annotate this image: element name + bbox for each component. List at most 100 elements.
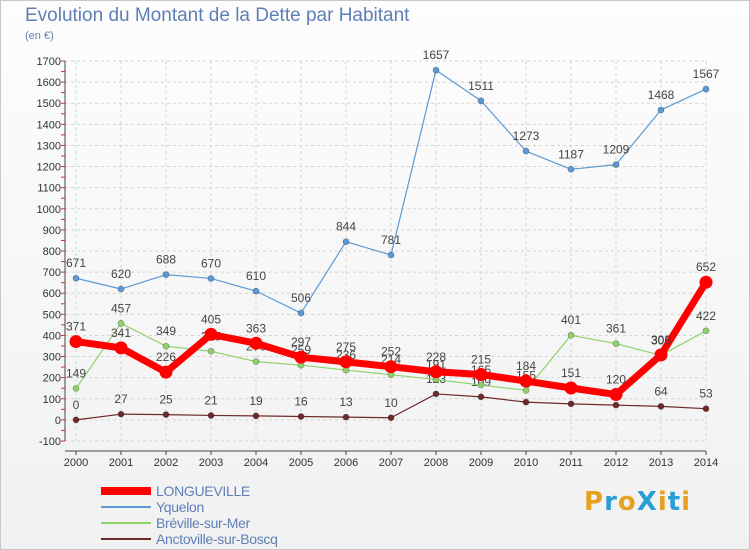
data-point [297, 309, 305, 317]
y-tick-label: 1100 [37, 183, 61, 195]
legend-label: Bréville-sur-Mer [156, 515, 250, 531]
data-point [702, 405, 710, 413]
data-point [429, 365, 443, 379]
x-tick-label: 2007 [379, 457, 403, 469]
data-label: 1511 [468, 79, 494, 93]
y-tick-label: 0 [55, 415, 61, 427]
data-label: 405 [201, 312, 221, 326]
y-tick-label: 400 [43, 330, 61, 342]
data-point [294, 350, 308, 364]
data-label: 341 [111, 326, 131, 340]
data-label: 53 [699, 387, 713, 401]
data-label: 0 [73, 398, 80, 412]
data-point [384, 360, 398, 374]
data-point [159, 365, 173, 379]
legend-swatch [101, 487, 151, 495]
data-point [72, 385, 80, 392]
chart-title: Evolution du Montant de la Dette par Hab… [25, 5, 410, 26]
legend: LONGUEVILLE Yquelon Bréville-sur-Mer Anctov… [101, 483, 361, 547]
data-point [612, 161, 620, 169]
logo-letter: i [681, 487, 692, 517]
data-point [117, 285, 125, 293]
series-line [75, 69, 707, 314]
data-point [612, 401, 620, 409]
logo-letter: X [636, 487, 658, 517]
x-tick-label: 2014 [694, 457, 718, 469]
data-label: 21 [204, 393, 218, 407]
y-tick-label: 1700 [37, 56, 61, 68]
y-tick-label: 1000 [37, 204, 61, 216]
data-point [162, 271, 170, 278]
data-label: 371 [66, 320, 86, 334]
chart-subtitle: (en €) [25, 30, 54, 42]
data-point [702, 327, 710, 335]
data-label: 1187 [558, 147, 584, 161]
data-label: 671 [66, 256, 86, 270]
y-tick-label: 900 [43, 225, 61, 237]
data-point [657, 403, 665, 410]
x-tick-label: 2013 [649, 457, 673, 469]
data-point [252, 287, 260, 295]
data-label: 361 [606, 322, 626, 336]
logo-letter: i [657, 487, 668, 517]
y-tick-label: 1600 [37, 77, 61, 89]
y-tick-label: 300 [43, 352, 61, 364]
data-label: 149 [66, 366, 86, 380]
data-label: 10 [384, 396, 398, 410]
x-tick-label: 2003 [199, 457, 223, 469]
data-label: 620 [111, 267, 131, 281]
legend-item: Bréville-sur-Mer [101, 515, 361, 531]
data-point [207, 275, 215, 282]
data-label: 1273 [513, 129, 540, 143]
data-point [342, 413, 350, 421]
x-tick-label: 2004 [244, 457, 268, 469]
x-tick-label: 2008 [424, 457, 448, 469]
data-label: 349 [156, 324, 176, 338]
logo-letter: t [667, 487, 682, 517]
y-tick-label: 1300 [37, 140, 61, 152]
data-label: 1209 [603, 143, 630, 157]
data-point [567, 400, 575, 408]
x-tick-label: 2001 [109, 457, 133, 469]
legend-swatch [101, 506, 151, 508]
data-label: 64 [654, 384, 668, 398]
data-label: 1468 [648, 88, 675, 102]
y-tick-label: 100 [43, 394, 61, 406]
data-point [609, 388, 623, 402]
y-tick-label: 700 [43, 267, 61, 279]
data-point [72, 416, 80, 424]
data-point [249, 336, 263, 350]
data-point [567, 165, 575, 173]
y-tick-label: 800 [43, 246, 61, 258]
y-tick-label: 200 [43, 373, 61, 385]
data-label: 226 [156, 350, 176, 364]
legend-label: LONGUEVILLE [156, 483, 250, 499]
legend-item: Yquelon [101, 499, 361, 515]
data-point [612, 340, 620, 348]
data-point [339, 355, 353, 369]
data-label: 252 [381, 345, 401, 359]
y-tick-label: -100 [39, 436, 61, 448]
data-point [162, 411, 170, 418]
x-tick-label: 2000 [64, 457, 88, 469]
data-label: 781 [381, 233, 401, 247]
data-point [702, 85, 710, 93]
data-point [519, 374, 533, 388]
data-point [342, 238, 350, 246]
data-label: 401 [561, 313, 581, 327]
y-tick-label: 1500 [37, 98, 61, 110]
data-label: 1657 [423, 48, 450, 62]
data-label: 363 [246, 321, 266, 335]
legend-label: Yquelon [156, 499, 204, 515]
data-point [522, 147, 530, 155]
data-point [72, 274, 80, 282]
legend-swatch [101, 522, 151, 524]
data-point [252, 412, 260, 420]
data-point [387, 414, 395, 422]
data-label: 151 [561, 366, 581, 380]
logo-letter: r [604, 487, 618, 517]
data-point [699, 275, 713, 289]
data-point [474, 368, 488, 381]
data-label: 16 [294, 395, 308, 409]
data-label: 27 [114, 392, 128, 406]
